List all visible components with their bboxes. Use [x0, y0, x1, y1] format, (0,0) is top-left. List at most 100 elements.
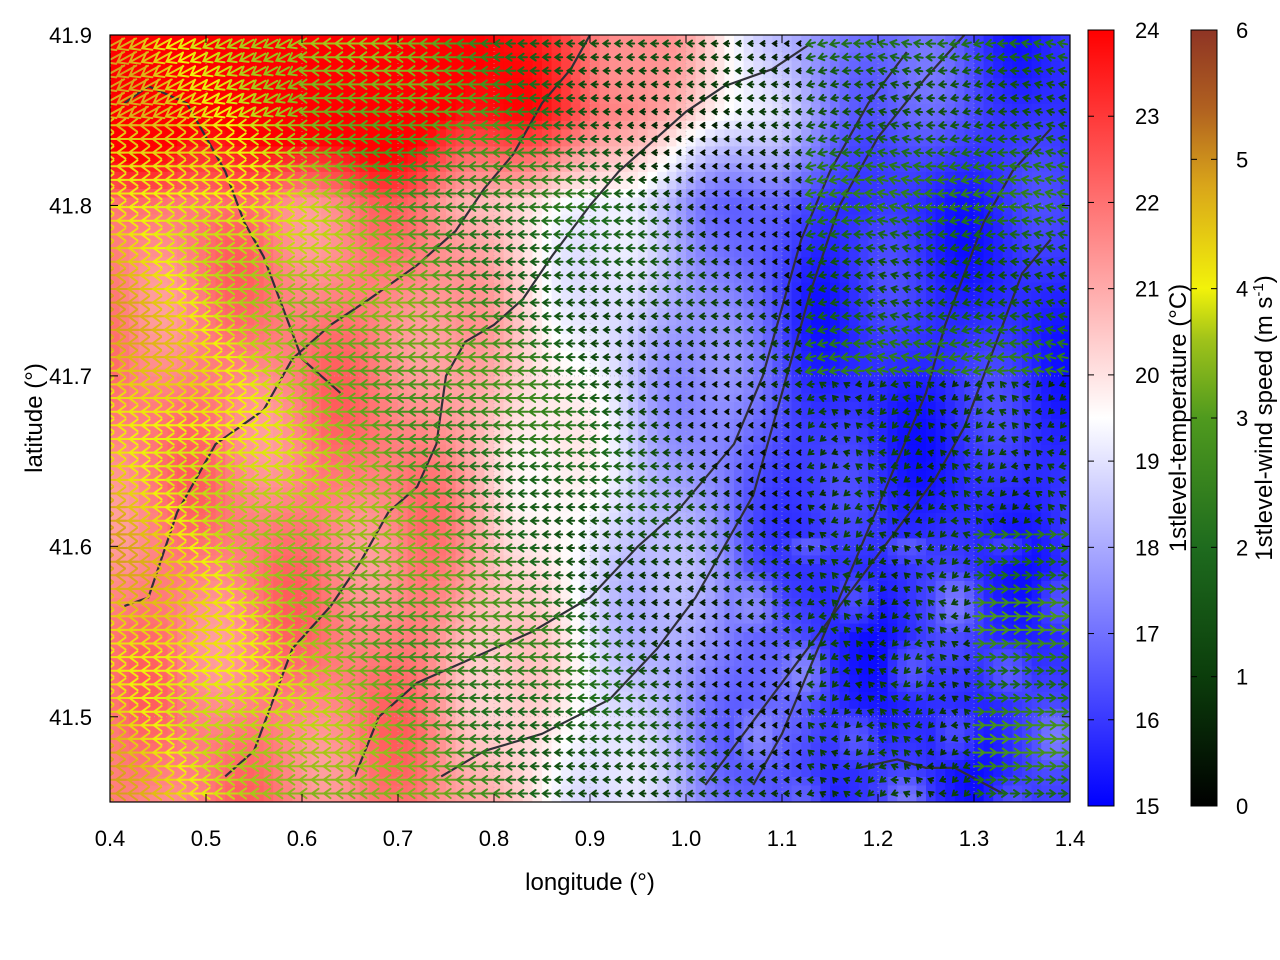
temperature-cell	[254, 469, 265, 479]
temperature-cell	[378, 444, 389, 454]
temperature-cell	[234, 171, 245, 181]
temperature-cell	[522, 77, 533, 87]
temperature-cell	[388, 375, 399, 385]
temperature-cell	[618, 435, 629, 445]
temperature-cell	[148, 725, 159, 735]
temperature-cell	[148, 444, 159, 454]
temperature-cell	[628, 410, 639, 420]
temperature-cell	[340, 418, 351, 428]
temperature-cell	[110, 43, 121, 53]
temperature-cell	[148, 495, 159, 505]
temperature-cell	[513, 742, 524, 752]
temperature-cell	[215, 699, 226, 709]
temperature-cell	[340, 554, 351, 564]
temperature-cell	[436, 554, 447, 564]
temperature-cell	[263, 691, 274, 701]
temperature-cell	[359, 231, 370, 241]
temperature-cell	[474, 205, 485, 215]
temperature-cell	[542, 495, 553, 505]
temperature-cell	[426, 60, 437, 70]
temperature-cell	[417, 111, 428, 121]
temperature-cell	[215, 648, 226, 658]
temperature-cell	[206, 640, 217, 650]
temperature-cell	[148, 86, 159, 96]
temperature-cell	[244, 375, 255, 385]
temperature-cell	[254, 512, 265, 522]
temperature-cell	[110, 341, 121, 351]
temperature-cell	[570, 333, 581, 343]
temperature-cell	[474, 495, 485, 505]
temperature-cell	[167, 750, 178, 760]
temperature-cell	[426, 154, 437, 164]
temperature-cell	[513, 444, 524, 454]
temperature-cell	[522, 435, 533, 445]
temperature-cell	[618, 120, 629, 130]
temperature-cell	[580, 145, 591, 155]
temperature-cell	[542, 606, 553, 616]
temperature-cell	[234, 103, 245, 113]
temperature-cell	[436, 435, 447, 445]
temperature-cell	[129, 640, 140, 650]
temperature-cell	[513, 69, 524, 79]
temperature-cell	[638, 469, 649, 479]
temperature-cell	[474, 60, 485, 70]
temperature-cell	[158, 69, 169, 79]
temperature-cell	[580, 537, 591, 547]
temperature-cell	[561, 571, 572, 581]
temperature-cell	[618, 248, 629, 258]
temperature-cell	[282, 742, 293, 752]
temperature-cell	[378, 375, 389, 385]
temperature-cell	[330, 452, 341, 462]
temperature-cell	[580, 299, 591, 309]
temperature-cell	[407, 427, 418, 437]
temperature-cell	[561, 563, 572, 573]
temperature-cell	[628, 606, 639, 616]
temperature-cell	[388, 145, 399, 155]
temperature-cell	[177, 435, 188, 445]
temperature-cell	[158, 606, 169, 616]
temperature-cell	[561, 145, 572, 155]
temperature-cell	[426, 554, 437, 564]
temperature-cell	[426, 563, 437, 573]
temperature-cell	[570, 512, 581, 522]
temperature-cell	[196, 674, 207, 684]
temperature-cell	[417, 154, 428, 164]
temperature-cell	[302, 273, 313, 283]
temperature-cell	[426, 435, 437, 445]
temperature-cell	[292, 503, 303, 513]
temperature-cell	[292, 478, 303, 488]
temperature-cell	[436, 776, 447, 786]
temperature-cell	[609, 341, 620, 351]
temperature-cell	[455, 537, 466, 547]
temperature-cell	[609, 648, 620, 658]
temperature-cell	[138, 631, 149, 641]
temperature-cell	[167, 137, 178, 147]
temperature-cell	[561, 546, 572, 556]
temperature-cell	[503, 793, 514, 802]
temperature-cell	[158, 563, 169, 573]
temperature-cell	[513, 648, 524, 658]
temperature-cell	[628, 77, 639, 87]
temperature-cell	[426, 486, 437, 496]
temperature-cell	[503, 537, 514, 547]
temperature-cell	[398, 554, 409, 564]
temperature-cell	[388, 248, 399, 258]
temperature-cell	[398, 767, 409, 777]
temperature-cell	[186, 631, 197, 641]
temperature-cell	[206, 154, 217, 164]
temperature-cell	[340, 682, 351, 692]
temperature-cell	[503, 358, 514, 368]
temperature-cell	[225, 606, 236, 616]
temperature-cell	[551, 358, 562, 368]
temperature-cell	[609, 767, 620, 777]
temperature-cell	[465, 111, 476, 121]
temperature-cell	[378, 640, 389, 650]
temperature-cell	[542, 708, 553, 718]
temperature-cell	[542, 435, 553, 445]
temperature-cell	[138, 307, 149, 317]
temperature-cell	[359, 495, 370, 505]
temperature-cell	[580, 546, 591, 556]
temperature-cell	[119, 282, 130, 292]
temperature-cell	[551, 563, 562, 573]
temperature-cell	[311, 623, 322, 633]
